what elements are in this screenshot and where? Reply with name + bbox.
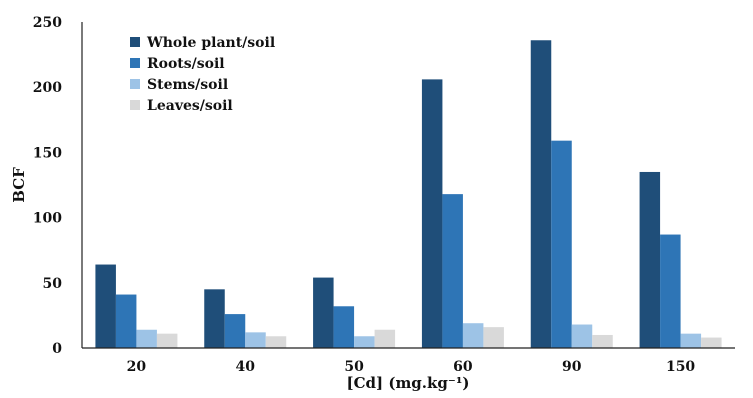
bar-leaves-soil-40 xyxy=(265,336,287,348)
legend: Whole plant/soil Roots/soil Stems/soil Leav… xyxy=(130,35,275,114)
bar-leaves-soil-20 xyxy=(156,333,178,348)
x-tick-label: 150 xyxy=(666,359,695,375)
bar-roots-soil-50 xyxy=(333,306,355,348)
y-tick-label: 200 xyxy=(33,80,62,96)
x-tick-label: 20 xyxy=(127,359,147,375)
bar-roots-soil-90 xyxy=(551,140,572,348)
legend-swatch-roots-soil xyxy=(130,58,140,68)
legend-swatch-stems-soil xyxy=(130,79,140,89)
bars-group xyxy=(95,40,722,348)
y-tick-label: 100 xyxy=(33,211,62,227)
legend-swatch-leaves-soil xyxy=(130,100,140,110)
bar-leaves-soil-150 xyxy=(701,337,722,348)
legend-label: Leaves/soil xyxy=(147,98,233,114)
x-tick-label: 90 xyxy=(562,359,582,375)
bar-roots-soil-40 xyxy=(224,314,246,348)
bar-whole-plant-soil-40 xyxy=(204,289,225,348)
legend-label: Roots/soil xyxy=(147,56,225,72)
bar-stems-soil-50 xyxy=(354,336,375,348)
bar-whole-plant-soil-50 xyxy=(313,277,334,348)
bar-leaves-soil-90 xyxy=(592,334,613,348)
bar-whole-plant-soil-90 xyxy=(530,40,552,348)
bar-roots-soil-150 xyxy=(660,234,681,348)
y-tick-label: 150 xyxy=(33,145,62,161)
y-axis-title: BCF xyxy=(10,167,28,203)
bar-stems-soil-60 xyxy=(462,323,484,348)
x-tick-label: 40 xyxy=(236,359,256,375)
y-tick-labels: 0 50 100 150 200 250 xyxy=(33,15,62,357)
legend-swatch-whole-plant-soil xyxy=(130,37,140,47)
y-tick-label: 50 xyxy=(43,276,63,292)
y-tick-label: 250 xyxy=(33,15,62,31)
bar-stems-soil-150 xyxy=(680,333,702,348)
x-tick-labels: 20 40 50 60 90 150 xyxy=(127,359,696,375)
bar-roots-soil-20 xyxy=(115,294,137,348)
bar-whole-plant-soil-60 xyxy=(421,79,443,348)
bar-stems-soil-40 xyxy=(245,332,266,348)
bar-stems-soil-20 xyxy=(136,329,157,348)
legend-label: Stems/soil xyxy=(147,77,228,93)
bar-whole-plant-soil-20 xyxy=(95,264,116,348)
x-tick-label: 50 xyxy=(344,359,364,375)
bar-whole-plant-soil-150 xyxy=(639,171,661,348)
bar-leaves-soil-50 xyxy=(374,329,396,348)
bar-stems-soil-90 xyxy=(571,324,593,348)
x-tick-label: 60 xyxy=(453,359,473,375)
bar-roots-soil-60 xyxy=(442,194,463,348)
legend-label: Whole plant/soil xyxy=(146,35,275,51)
x-axis-title: [Cd] (mg.kg⁻¹) xyxy=(347,374,470,392)
bar-leaves-soil-60 xyxy=(483,327,504,348)
y-tick-label: 0 xyxy=(52,341,62,357)
